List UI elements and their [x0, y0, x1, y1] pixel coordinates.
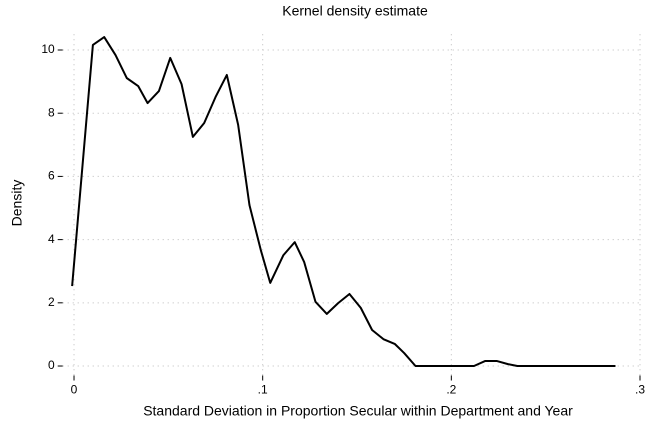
x-tick-label: .2: [446, 383, 456, 397]
y-tick-label: 4: [48, 232, 55, 246]
chart-title: Kernel density estimate: [282, 3, 428, 19]
x-tick-label: 0: [71, 383, 78, 397]
y-tick-label: 6: [48, 169, 55, 183]
x-tick-label: .1: [258, 383, 268, 397]
y-tick-label: 0: [48, 358, 55, 372]
y-tick-label: 8: [48, 105, 55, 119]
y-tick-label: 2: [48, 295, 55, 309]
x-tick-label: .3: [635, 383, 645, 397]
x-axis-label: Standard Deviation in Proportion Secular…: [143, 403, 573, 419]
y-axis-label: Density: [9, 180, 25, 227]
y-tick-label: 10: [41, 42, 55, 56]
density-line: [71, 36, 616, 368]
